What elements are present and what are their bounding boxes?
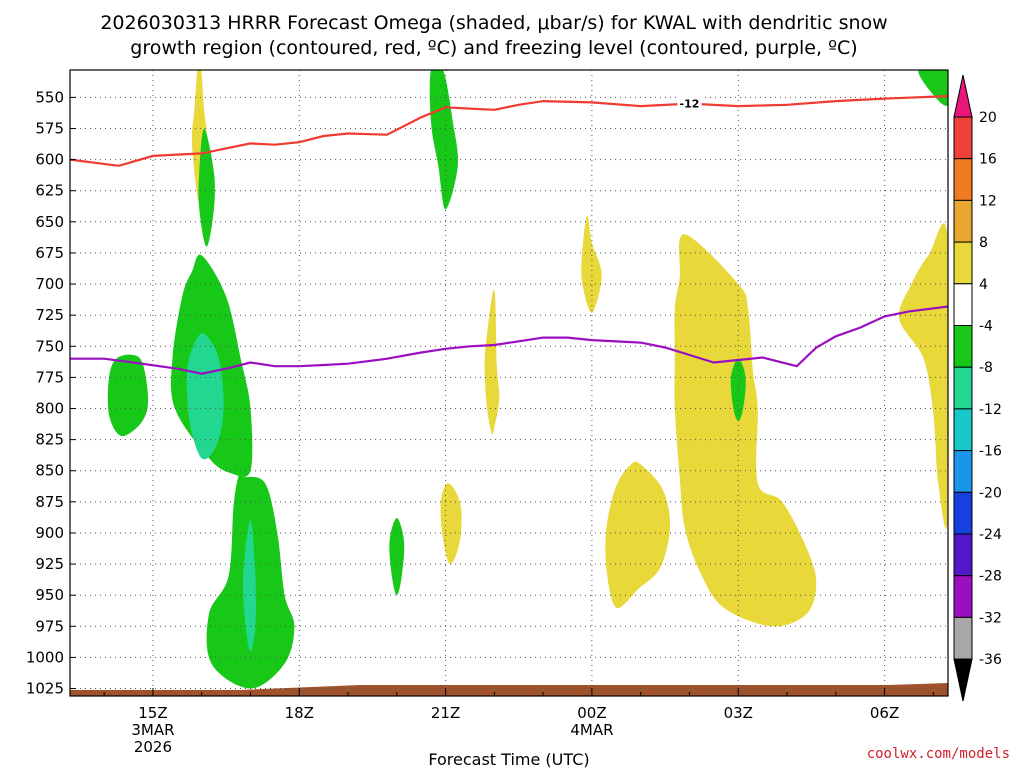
colorbar-label: 8 bbox=[979, 235, 988, 251]
omega-region-4to8-0 bbox=[191, 70, 207, 204]
x-tick-label: 18Z bbox=[285, 704, 314, 722]
y-tick-label: 575 bbox=[35, 119, 64, 137]
x-tick-label: 21Z bbox=[431, 704, 460, 722]
omega-region-4to8-2 bbox=[581, 215, 602, 313]
colorbar: 20 16 12 8 4 -4 -8 -12 -16 -20 -24 -28 -32 -36 bbox=[953, 74, 1002, 702]
colorbar-label: -28 bbox=[979, 569, 1002, 585]
colorbar-segment bbox=[953, 408, 973, 452]
y-tick-label: 775 bbox=[35, 368, 64, 386]
colorbar-segment bbox=[953, 491, 973, 535]
omega-region--12to-8-10 bbox=[186, 333, 224, 460]
terrain-fill bbox=[70, 683, 948, 696]
x-tick-label: 03Z bbox=[724, 704, 753, 722]
y-tick-label: 725 bbox=[35, 306, 64, 324]
y-tick-label: 975 bbox=[35, 617, 64, 635]
omega-region--8to-4-15 bbox=[730, 358, 746, 421]
omega-shading bbox=[107, 70, 948, 689]
y-tick-label: 800 bbox=[35, 400, 64, 418]
y-tick-label: 650 bbox=[35, 213, 64, 231]
y-tick-label: 750 bbox=[35, 337, 64, 355]
colorbar-label: -20 bbox=[979, 485, 1002, 501]
y-tick-label: 1025 bbox=[26, 680, 64, 698]
credit-text: coolwx.com/models bbox=[867, 746, 1010, 762]
colorbar-label: 16 bbox=[979, 152, 997, 168]
x-axis-label: Forecast Time (UTC) bbox=[428, 750, 589, 768]
y-tick-label: 900 bbox=[35, 524, 64, 542]
omega-region-4to8-5 bbox=[674, 234, 817, 627]
colorbar-segment bbox=[953, 450, 973, 493]
x-date-label: 4MAR bbox=[570, 721, 613, 739]
colorbar-label: -4 bbox=[979, 319, 993, 335]
x-tick-label: 00Z bbox=[577, 704, 606, 722]
y-tick-label: 700 bbox=[35, 275, 64, 293]
dgz-contour-label: -12 bbox=[680, 98, 700, 111]
colorbar-label: -16 bbox=[979, 444, 1002, 460]
chart-title-line-2: growth region (contoured, red, ºC) and f… bbox=[130, 37, 857, 59]
x-date-label: 3MAR bbox=[131, 721, 174, 739]
omega-region-4to8-6 bbox=[898, 223, 948, 529]
colorbar-label: 4 bbox=[979, 277, 988, 293]
x-tick-label: 15Z bbox=[138, 704, 167, 722]
y-tick-label: 875 bbox=[35, 493, 64, 511]
x-date-label: 2026 bbox=[134, 738, 172, 756]
contour-label-bg bbox=[677, 96, 702, 111]
terrain-strip bbox=[70, 683, 948, 696]
colorbar-label: 20 bbox=[979, 110, 997, 126]
colorbar-segment bbox=[953, 158, 973, 201]
chart-title-line-1: 2026030313 HRRR Forecast Omega (shaded, … bbox=[100, 12, 887, 34]
contour-lines: -12 bbox=[70, 95, 948, 375]
dendritic-growth-contour-line bbox=[70, 95, 948, 167]
omega-region-4to8-3 bbox=[440, 483, 462, 565]
colorbar-segment bbox=[953, 199, 973, 243]
omega-region--8to-4-8 bbox=[107, 354, 149, 437]
omega-region--12to-8-12 bbox=[242, 520, 256, 652]
colorbar-segment bbox=[953, 533, 973, 577]
colorbar-segment bbox=[953, 325, 973, 368]
colorbar-label: 12 bbox=[979, 193, 997, 209]
colorbar-label: -36 bbox=[979, 652, 1002, 668]
y-axis: 550 575 600 625 650 675 700 725 750 775 800 825 850 8… bbox=[26, 88, 76, 698]
colorbar-segment bbox=[953, 575, 973, 618]
colorbar-label: -24 bbox=[979, 527, 1002, 543]
colorbar-segment bbox=[953, 366, 973, 410]
colorbar-segment bbox=[953, 283, 973, 326]
omega-region--8to-4-13 bbox=[429, 70, 459, 210]
y-tick-label: 550 bbox=[35, 88, 64, 106]
colorbar-segment bbox=[953, 116, 973, 160]
y-tick-label: 950 bbox=[35, 586, 64, 604]
y-tick-label: 850 bbox=[35, 462, 64, 480]
freezing-level-contour-line bbox=[70, 305, 948, 375]
omega-region-4to8-1 bbox=[484, 289, 500, 435]
y-tick-label: 825 bbox=[35, 431, 64, 449]
y-tick-label: 600 bbox=[35, 151, 64, 169]
colorbar-bottom-triangle bbox=[953, 658, 973, 702]
colorbar-label: -12 bbox=[979, 402, 1002, 418]
colorbar-segment bbox=[953, 616, 973, 660]
y-tick-label: 675 bbox=[35, 244, 64, 262]
y-tick-label: 925 bbox=[35, 555, 64, 573]
y-tick-label: 625 bbox=[35, 182, 64, 200]
omega-region--8to-4-14 bbox=[389, 518, 405, 596]
plot-frame bbox=[69, 69, 949, 697]
omega-region-4to8-4 bbox=[605, 461, 671, 609]
colorbar-label: -32 bbox=[979, 610, 1002, 626]
omega-region--8to-4-7 bbox=[198, 128, 215, 247]
x-tick-label: 06Z bbox=[870, 704, 899, 722]
colorbar-label: -8 bbox=[979, 360, 993, 376]
colorbar-segment bbox=[953, 241, 973, 285]
y-tick-label: 1000 bbox=[26, 648, 64, 666]
